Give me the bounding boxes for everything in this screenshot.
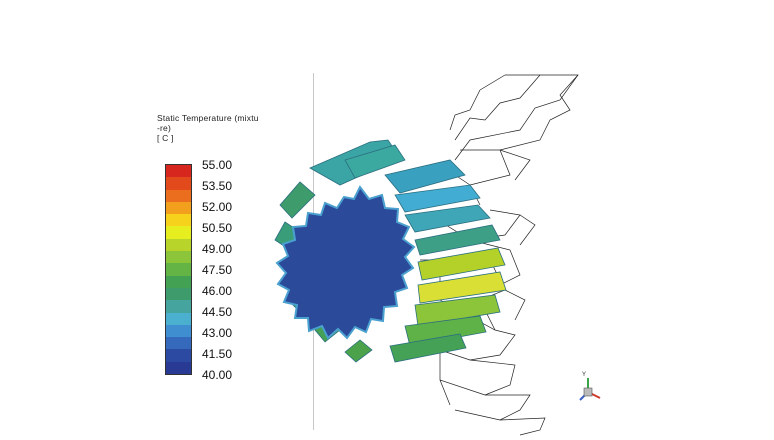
legend-color-segment: [166, 201, 191, 215]
legend-tick: 50.50: [202, 221, 233, 235]
legend-tick: 44.50: [202, 305, 233, 319]
axis-triad-icon: Y: [579, 372, 601, 401]
worm-wireframe: [420, 74, 579, 436]
legend-tick: 41.50: [202, 347, 233, 361]
legend-color-segment: [166, 226, 191, 239]
legend-tick: 46.00: [202, 284, 233, 298]
legend-tick: 47.50: [202, 263, 233, 277]
legend-color-segment: [166, 263, 191, 276]
legend-color-segment: [166, 312, 191, 325]
legend-color-segment: [166, 337, 191, 350]
legend-color-segment: [166, 189, 191, 202]
legend-color-segment: [166, 324, 191, 338]
legend-title: Static Temperature (mixtu -re) [ C ]: [157, 113, 259, 143]
legend-color-segment: [166, 361, 191, 374]
legend-tick: 40.00: [202, 368, 233, 382]
legend-tick: 49.00: [202, 242, 233, 256]
legend-color-segment: [166, 165, 191, 178]
color-legend-bar: [165, 164, 192, 375]
legend-color-segment: [166, 275, 191, 288]
legend-color-segment: [166, 238, 191, 252]
legend-tick: 53.50: [202, 179, 233, 193]
legend-color-segment: [166, 300, 191, 313]
legend-color-segment: [166, 349, 191, 362]
svg-text:Y: Y: [582, 372, 586, 378]
legend-color-segment: [166, 177, 191, 190]
legend-title-line-2: -re): [157, 123, 172, 133]
legend-title-line-1: Static Temperature (mixtu: [157, 113, 259, 123]
legend-tick: 55.00: [202, 158, 233, 172]
legend-title-line-3: [ C ]: [157, 133, 174, 143]
gear-teeth-side: [274, 139, 507, 363]
legend-color-segment: [166, 214, 191, 227]
legend-color-segment: [166, 287, 191, 301]
gear-front-face: [275, 185, 416, 340]
legend-tick: 52.00: [202, 200, 233, 214]
legend-tick: 43.00: [202, 326, 233, 340]
legend-color-segment: [166, 251, 191, 264]
